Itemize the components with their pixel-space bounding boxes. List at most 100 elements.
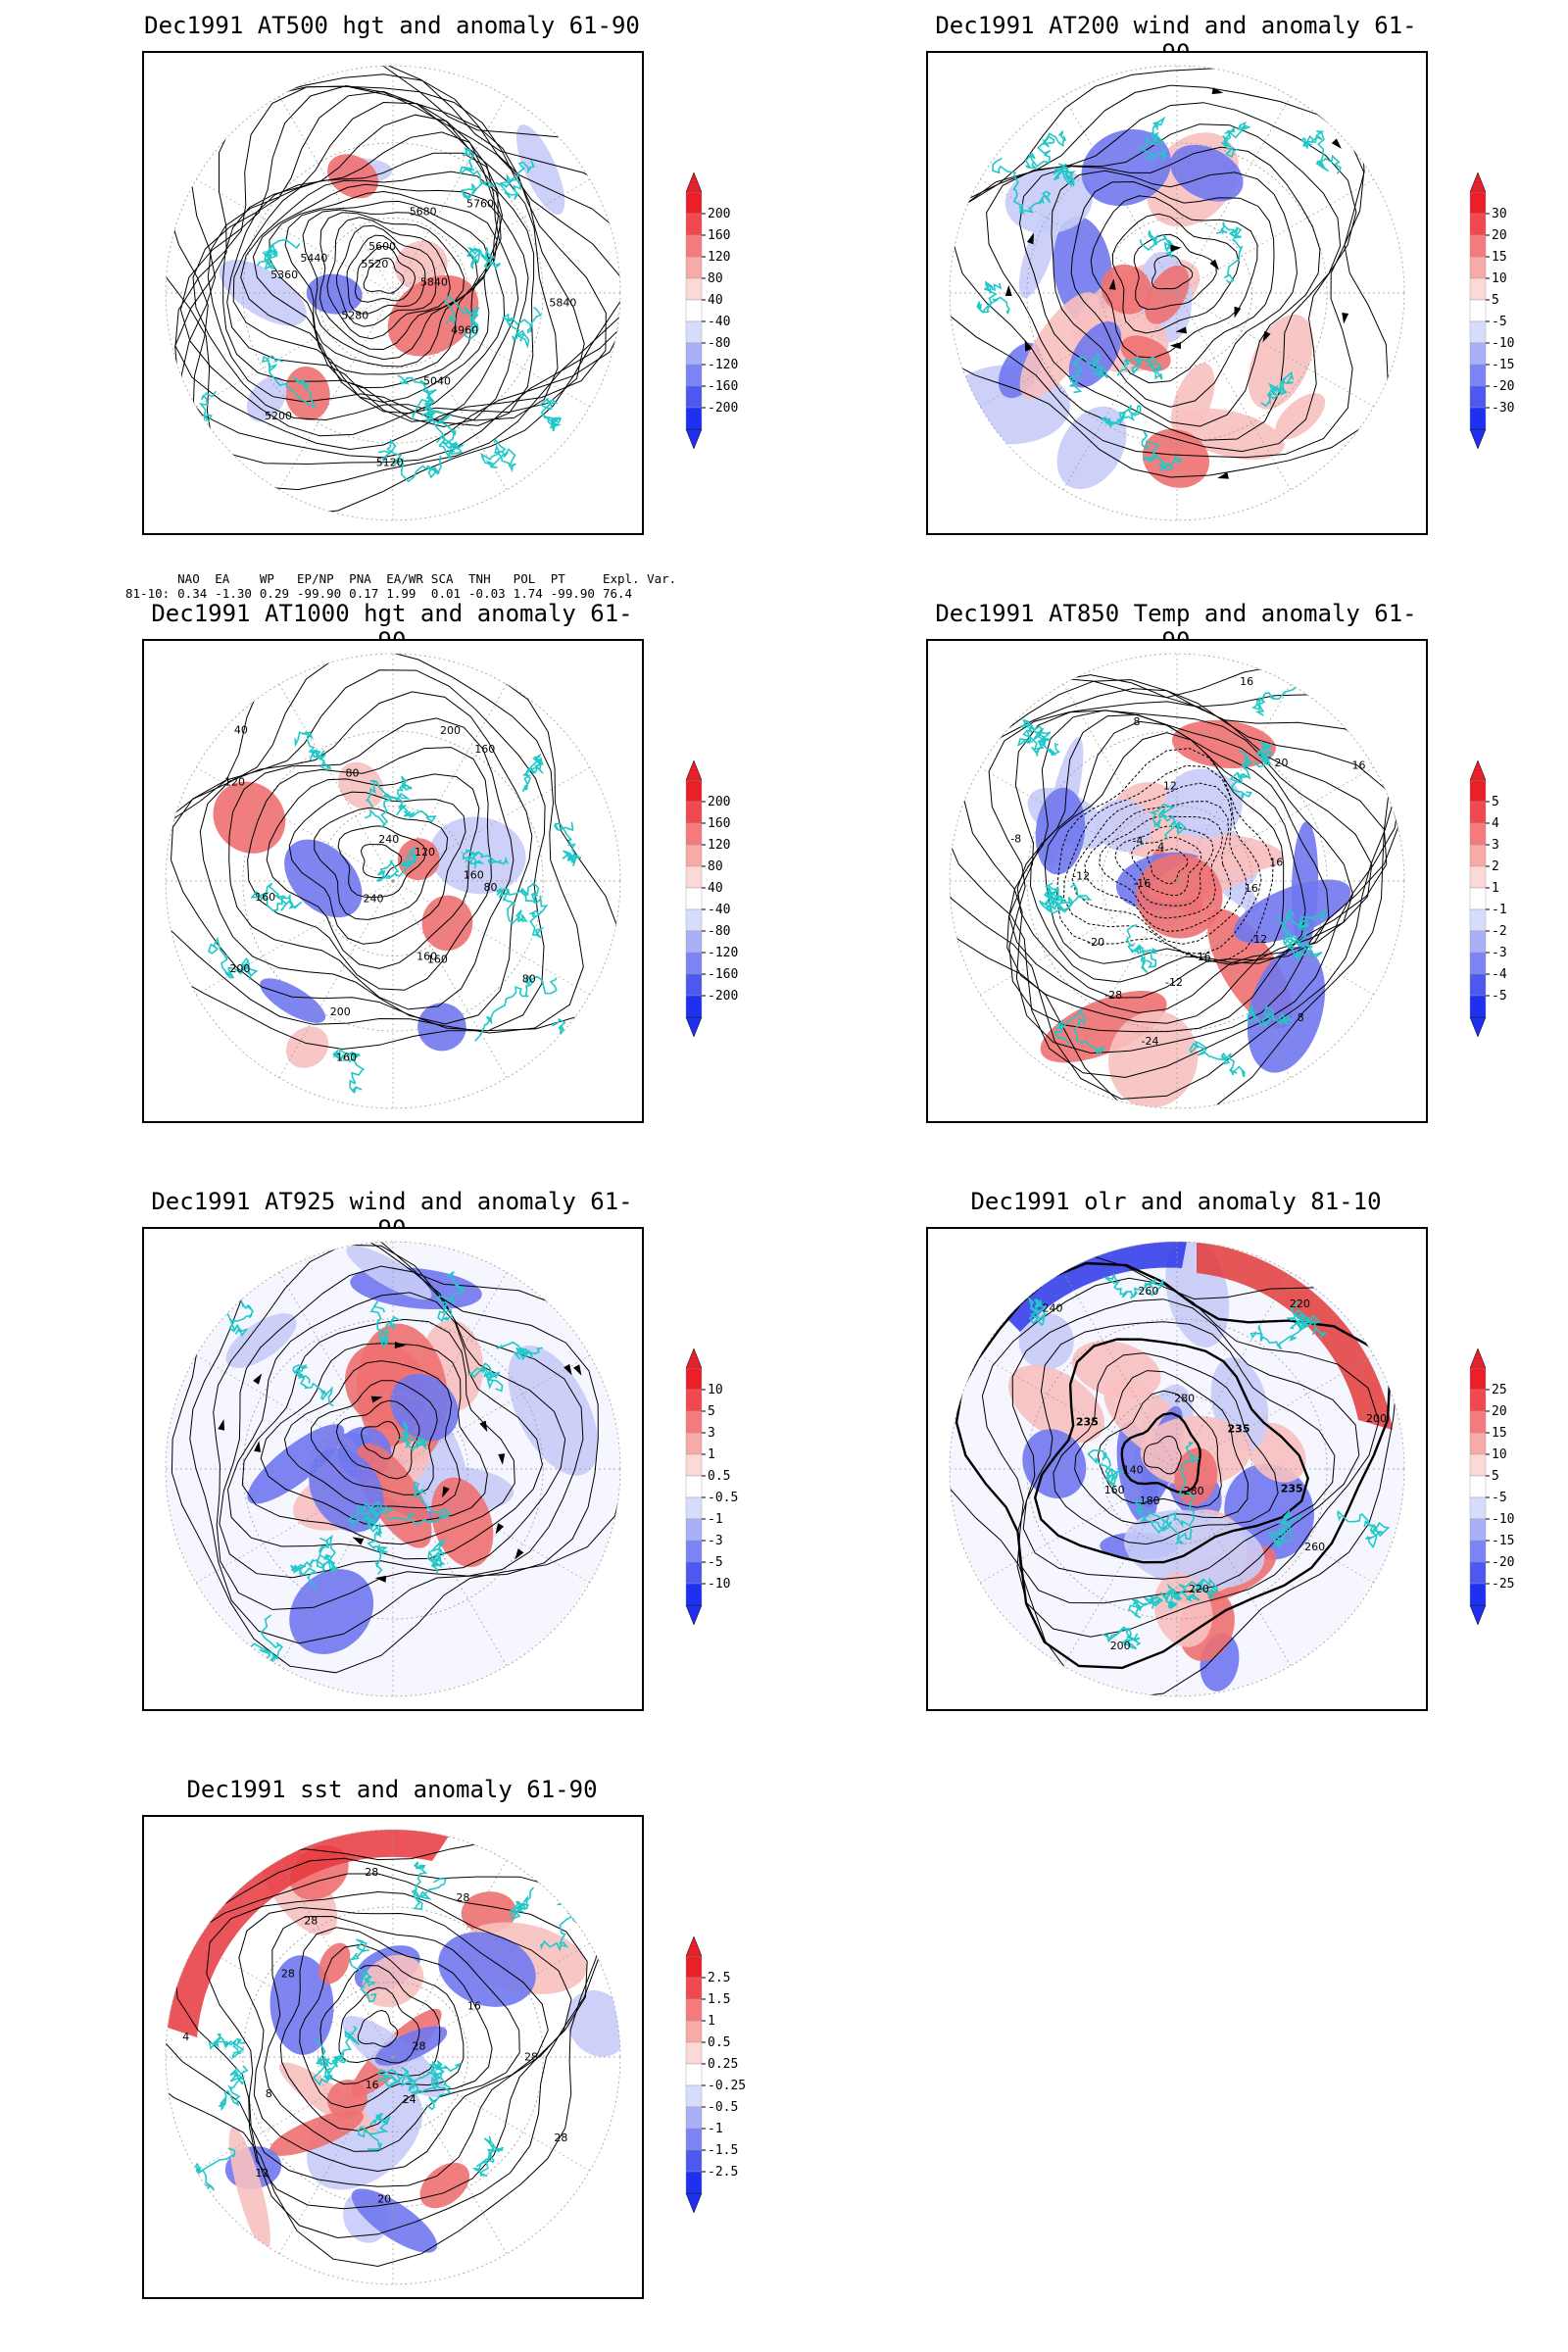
contour-label: 80 [522,973,536,986]
colorbar-label: 3 [708,1426,715,1441]
positive-anomaly-area [1071,1341,1161,1399]
contour-label: 20 [1275,757,1289,769]
positive-anomaly-area [1171,719,1276,769]
colorbar-label: -10 [1492,336,1514,351]
coastline [435,1271,466,1323]
coastline [1260,370,1295,408]
meridian [1062,1468,1178,1667]
colorbar-arrow-top [685,1936,703,1957]
contour-label: 5040 [423,375,451,388]
meridian [1176,880,1292,1079]
meridian [392,292,591,408]
contour-line [260,1343,488,1527]
colorbar-swatch [685,342,703,366]
meridian [278,1859,394,2058]
map-boundary [949,1241,1405,1697]
colorbar-label: -40 [708,903,730,917]
meridian [1062,95,1178,294]
contour-label: 5360 [270,269,298,281]
meridian [195,766,394,882]
colorbar-arrow-top [685,760,703,781]
latitude-circle [1026,1318,1328,1620]
wind-arrow [1024,339,1032,352]
positive-anomaly-area [318,1942,351,1984]
coastline [1101,1626,1142,1650]
panel-at500: Dec1991 AT500 hgt and anomaly 61-90 5840… [142,12,644,535]
meridian [278,2056,394,2255]
coastline [358,2112,391,2151]
colorbar-swatch [685,1410,703,1434]
colorbar-swatch [1469,801,1487,824]
map-frame: 28 28 24 20 16 12 8 4 28 28 28 28 16 28 [142,1815,644,2299]
contour-label: -8 [1010,833,1021,846]
colorbar-svg: 2.5 1.5 1 0.5 0.25 -0.25 -0.5 -1 -1.5 -2.5 [685,1936,746,2214]
colorbar-label: 200 [708,795,730,809]
colorbar-svg: 10 5 3 1 0.5 -0.5 -1 -3 -5 -10 [685,1348,738,1626]
contour-label: 5680 [410,206,437,219]
colorbar-swatch [1469,779,1487,803]
colorbar-label: 2 [1492,859,1499,874]
contour-label: 235 [1281,1483,1303,1495]
meridian [1176,880,1375,996]
contour-line [247,747,492,991]
negative-anomaly-area [1233,879,1351,944]
colorbar-swatch [1469,320,1487,344]
meridian [1062,880,1178,1079]
colorbar-swatch [1469,1432,1487,1455]
panel-title: Dec1991 olr and anomaly 81-10 [970,1188,1382,1215]
colorbar-swatch [685,995,703,1018]
contour-line [241,1318,515,1545]
contour-line [269,190,498,375]
coastline [424,410,464,451]
coastline [501,307,542,349]
coastlines [976,116,1343,471]
index-name: PT [550,571,565,586]
index-name: EA/WR [386,571,423,586]
panel-at850: Dec1991 AT850 Temp and anomaly 61-90 161… [926,600,1428,1123]
contour-label: 8 [1134,715,1141,728]
coastline [400,2066,452,2095]
colorbar-swatch [685,299,703,322]
index-name: TNH [468,571,491,586]
colorbar-swatch [1469,385,1487,409]
contour-line [337,825,427,899]
coastline [474,975,558,1042]
colorbar-swatch [685,1998,703,2022]
colorbar-label: -4 [1492,967,1507,982]
map-content: 16 12 8 16 -12 -24 -28 -20 -16 -12 -8 -4 4 8 12 16 20 16 1… [950,654,1404,1108]
meridian [1176,178,1375,294]
meridian [1176,1468,1375,1584]
contour-label: 260 [1304,1541,1325,1553]
colorbar-swatch [1469,844,1487,867]
wind-arrow [253,1373,263,1385]
wind-arrow [1209,259,1219,270]
colorbar-label: 0.25 [708,2057,738,2072]
colorbar-svg: 200 160 120 80 40 -40 -80 -120 -160 -200 [685,172,738,450]
colorbar-swatch [685,908,703,932]
contour-label: 16 [1245,882,1258,895]
index-name: Expl. Var. [602,571,677,586]
colorbar-swatch [685,822,703,846]
colorbar-label: -20 [1492,1555,1514,1570]
coastline [376,2068,443,2090]
colorbar-swatch [1469,234,1487,258]
panel-at925: Dec1991 AT925 wind and anomaly 61-90 [142,1188,644,1711]
meridian [392,1468,508,1667]
contour-line [173,1873,588,2210]
map-frame [926,51,1428,535]
index-value: -99.90 [550,586,595,601]
indices-header-row: NAO EA WP EP/NP PNA EA/WR SCA TNH POL PT Expl. Var… [125,571,684,586]
colorbar-olr: 25 20 15 10 5 -5 -10 -15 -20 -25 [1469,1348,1539,1633]
colorbar-arrow-top [1469,760,1487,781]
wind-arrow [1175,326,1187,334]
coastline [397,1421,428,1451]
colorbar-label: 15 [1492,250,1507,265]
contour-line [1044,732,1285,965]
contour-label: 5760 [466,197,494,210]
colorbar-label: -15 [1492,1534,1514,1548]
meridian [195,1468,394,1584]
contour-line [981,1277,1380,1638]
contour-line [1006,710,1373,1024]
colorbar-swatch [1469,342,1487,366]
colorbar-arrow-bottom [1469,1016,1487,1038]
